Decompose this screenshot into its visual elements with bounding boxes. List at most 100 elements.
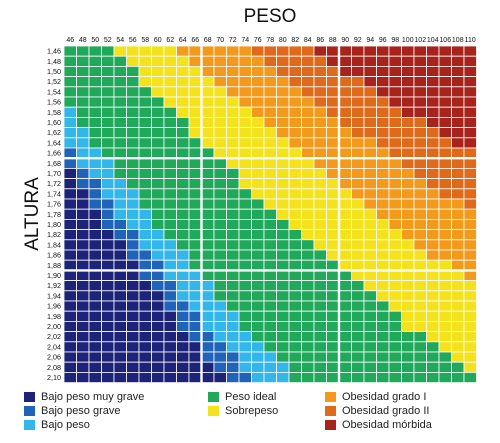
- heatmap-cell: [288, 269, 302, 281]
- heatmap-cell: [101, 117, 115, 129]
- heatmap-cell: [451, 188, 465, 200]
- heatmap-cell: [201, 320, 215, 332]
- heatmap-cell: [363, 218, 377, 230]
- heatmap-cell: [88, 76, 102, 88]
- heatmap-cell: [126, 106, 140, 118]
- heatmap-cell: [113, 96, 127, 108]
- heatmap-cell: [126, 259, 140, 271]
- heatmap-cell: [276, 320, 290, 332]
- legend-item: Bajo peso: [24, 419, 90, 431]
- heatmap-cell: [226, 167, 240, 179]
- heatmap-cell: [113, 188, 127, 200]
- heatmap-cell: [126, 167, 140, 179]
- heatmap-cell: [138, 371, 152, 383]
- heatmap-cell: [201, 86, 215, 98]
- heatmap-cell: [201, 249, 215, 261]
- heatmap-cell: [438, 341, 452, 353]
- heatmap-cell: [138, 86, 152, 98]
- x-tick-label: 84: [304, 37, 312, 44]
- heatmap-cell: [188, 127, 202, 139]
- heatmap-cell: [213, 178, 227, 190]
- heatmap-cell: [151, 290, 165, 302]
- heatmap-cell: [88, 351, 102, 363]
- heatmap-cell: [251, 320, 265, 332]
- heatmap-cell: [201, 178, 215, 190]
- heatmap-cell: [338, 66, 352, 78]
- heatmap-cell: [213, 86, 227, 98]
- heatmap-cell: [376, 300, 390, 312]
- heatmap-cell: [251, 269, 265, 281]
- heatmap-cell: [151, 117, 165, 129]
- heatmap-cell: [201, 259, 215, 271]
- heatmap-cell: [376, 341, 390, 353]
- x-tick-label: 106: [439, 37, 451, 44]
- heatmap-cell: [188, 55, 202, 67]
- heatmap-cell: [451, 178, 465, 190]
- heatmap-cell: [463, 167, 477, 179]
- heatmap-cell: [188, 361, 202, 373]
- heatmap-cell: [326, 167, 340, 179]
- heatmap-cell: [326, 351, 340, 363]
- heatmap-cell: [188, 300, 202, 312]
- x-tick-label: 110: [465, 37, 476, 44]
- heatmap-cell: [401, 55, 415, 67]
- heatmap-cell: [113, 361, 127, 373]
- heatmap-cell: [101, 269, 115, 281]
- heatmap-cell: [276, 157, 290, 169]
- y-tick-label: 2,00: [47, 322, 61, 331]
- heatmap-cell: [151, 188, 165, 200]
- heatmap-cell: [288, 300, 302, 312]
- heatmap-cell: [151, 86, 165, 98]
- heatmap-cell: [338, 96, 352, 108]
- heatmap-cell: [263, 198, 277, 210]
- heatmap-cell: [338, 86, 352, 98]
- heatmap-cell: [126, 331, 140, 343]
- heatmap-cell: [288, 239, 302, 251]
- heatmap-cell: [213, 127, 227, 139]
- heatmap-cell: [363, 239, 377, 251]
- heatmap-cell: [351, 208, 365, 220]
- heatmap-cell: [113, 66, 127, 78]
- heatmap-cell: [238, 249, 252, 261]
- heatmap-cell: [463, 331, 477, 343]
- heatmap-cell: [413, 310, 427, 322]
- heatmap-cell: [151, 229, 165, 241]
- heatmap-cell: [413, 361, 427, 373]
- heatmap-cell: [376, 167, 390, 179]
- heatmap-cell: [263, 310, 277, 322]
- heatmap-cell: [88, 188, 102, 200]
- heatmap-cell: [176, 147, 190, 159]
- heatmap-cell: [301, 310, 315, 322]
- heatmap-cell: [463, 127, 477, 139]
- heatmap-cell: [76, 106, 90, 118]
- heatmap-cell: [226, 147, 240, 159]
- heatmap-cell: [351, 239, 365, 251]
- heatmap-cell: [138, 259, 152, 271]
- heatmap-cell: [326, 106, 340, 118]
- heatmap-cell: [401, 117, 415, 129]
- heatmap-cell: [313, 45, 327, 57]
- heatmap-cell: [176, 198, 190, 210]
- heatmap-cell: [101, 249, 115, 261]
- heatmap-cell: [426, 269, 440, 281]
- y-tick-label: 1,90: [47, 271, 61, 280]
- heatmap-cell: [213, 351, 227, 363]
- heatmap-cell: [138, 331, 152, 343]
- heatmap-cell: [313, 320, 327, 332]
- heatmap-cell: [76, 290, 90, 302]
- heatmap-cell: [201, 208, 215, 220]
- x-tick-label: 94: [366, 37, 374, 44]
- heatmap-cell: [451, 208, 465, 220]
- heatmap-cell: [163, 371, 177, 383]
- heatmap-cell: [351, 218, 365, 230]
- heatmap-cell: [376, 208, 390, 220]
- heatmap-cell: [313, 229, 327, 241]
- heatmap-cell: [338, 167, 352, 179]
- heatmap-cell: [76, 218, 90, 230]
- heatmap-cell: [276, 117, 290, 129]
- heatmap-cell: [351, 127, 365, 139]
- heatmap-cell: [438, 127, 452, 139]
- heatmap-cell: [363, 127, 377, 139]
- heatmap-cell: [188, 117, 202, 129]
